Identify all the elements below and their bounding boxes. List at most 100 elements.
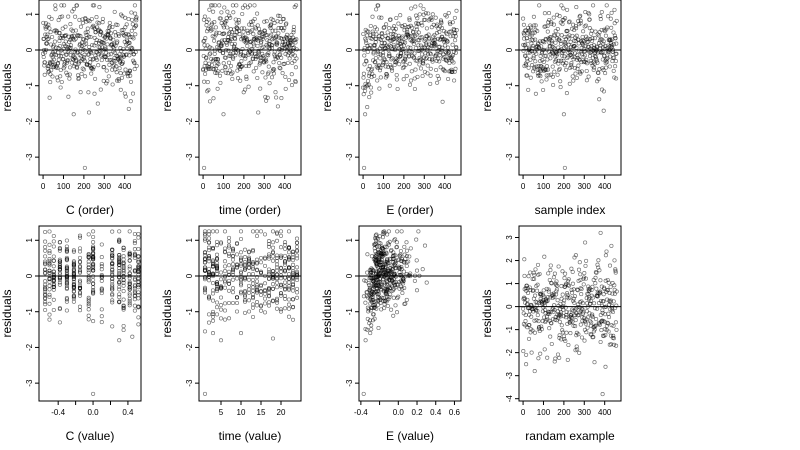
data-point xyxy=(278,229,284,234)
data-point xyxy=(254,287,260,292)
data-point xyxy=(576,312,581,317)
data-point xyxy=(601,68,606,73)
data-point xyxy=(551,316,556,322)
data-point xyxy=(121,32,126,37)
data-point xyxy=(53,7,58,12)
data-point xyxy=(91,268,96,273)
data-point xyxy=(368,85,374,90)
data-point xyxy=(86,270,91,275)
data-point xyxy=(238,236,244,242)
data-point xyxy=(600,392,605,397)
data-point xyxy=(230,290,236,295)
data-point xyxy=(221,61,226,66)
y-axis-label: residuals xyxy=(0,63,14,111)
data-point xyxy=(86,90,91,95)
data-point xyxy=(243,87,248,92)
data-point xyxy=(575,288,580,293)
data-point xyxy=(47,261,52,266)
data-point xyxy=(50,74,55,79)
data-point xyxy=(604,27,609,32)
data-point xyxy=(409,6,414,11)
data-point xyxy=(238,331,244,336)
x-tick-label: 0 xyxy=(201,182,206,191)
data-point xyxy=(575,347,580,352)
data-point xyxy=(246,290,252,295)
data-point xyxy=(532,23,537,28)
data-point xyxy=(290,304,296,309)
data-point xyxy=(532,330,537,335)
data-point xyxy=(244,39,249,44)
data-point xyxy=(560,53,565,58)
data-point xyxy=(577,57,582,62)
data-point xyxy=(273,90,278,95)
data-point xyxy=(107,24,113,29)
data-point xyxy=(597,322,602,327)
data-point xyxy=(610,291,615,296)
data-point xyxy=(58,74,63,79)
data-point xyxy=(214,229,220,234)
scatter-points xyxy=(361,3,459,170)
data-point xyxy=(429,15,434,20)
data-point xyxy=(265,95,270,100)
data-point xyxy=(127,281,132,286)
data-point xyxy=(294,269,300,274)
data-point xyxy=(86,303,91,308)
data-point xyxy=(274,306,280,311)
data-point xyxy=(532,318,537,323)
data-point xyxy=(127,229,132,234)
data-point xyxy=(555,32,561,37)
data-point xyxy=(132,241,137,246)
data-point xyxy=(571,298,576,303)
data-point xyxy=(534,288,540,293)
data-point xyxy=(206,248,212,253)
data-point xyxy=(104,36,109,41)
data-point xyxy=(560,22,565,27)
data-point xyxy=(563,338,568,344)
data-point xyxy=(247,22,252,27)
data-point xyxy=(440,45,445,50)
data-point xyxy=(77,233,83,238)
data-point xyxy=(222,308,228,313)
data-point xyxy=(227,68,232,73)
data-point xyxy=(606,315,612,320)
data-point xyxy=(566,342,571,348)
data-point xyxy=(587,26,592,31)
data-point xyxy=(110,255,115,260)
data-point xyxy=(215,57,221,62)
data-point xyxy=(368,308,373,313)
data-point xyxy=(591,335,596,340)
data-point xyxy=(290,266,296,271)
data-point xyxy=(226,243,232,248)
data-point xyxy=(118,71,123,76)
data-point xyxy=(115,22,120,28)
data-point xyxy=(65,72,70,77)
data-point xyxy=(373,241,378,246)
data-point xyxy=(43,279,48,284)
data-point xyxy=(374,260,379,266)
data-point xyxy=(77,246,83,251)
x-tick-label: 0.0 xyxy=(393,408,405,417)
data-point xyxy=(290,258,296,263)
data-point xyxy=(100,16,105,21)
data-point xyxy=(574,5,579,10)
y-tick-label: -2 xyxy=(505,117,514,125)
data-point xyxy=(136,322,141,327)
data-point xyxy=(521,22,526,27)
data-point xyxy=(371,303,376,308)
data-point xyxy=(534,283,539,289)
data-point xyxy=(110,287,115,292)
data-point xyxy=(71,249,76,254)
data-point xyxy=(44,41,50,46)
data-point xyxy=(245,43,250,49)
data-point xyxy=(86,317,91,322)
data-point xyxy=(136,231,141,237)
data-point xyxy=(110,293,115,298)
data-point xyxy=(558,85,563,90)
data-point xyxy=(117,292,122,297)
data-point xyxy=(555,51,560,57)
scatter-points xyxy=(361,229,429,396)
data-point xyxy=(556,61,561,66)
data-point xyxy=(214,288,220,294)
data-point xyxy=(286,250,292,255)
data-point xyxy=(262,28,267,33)
